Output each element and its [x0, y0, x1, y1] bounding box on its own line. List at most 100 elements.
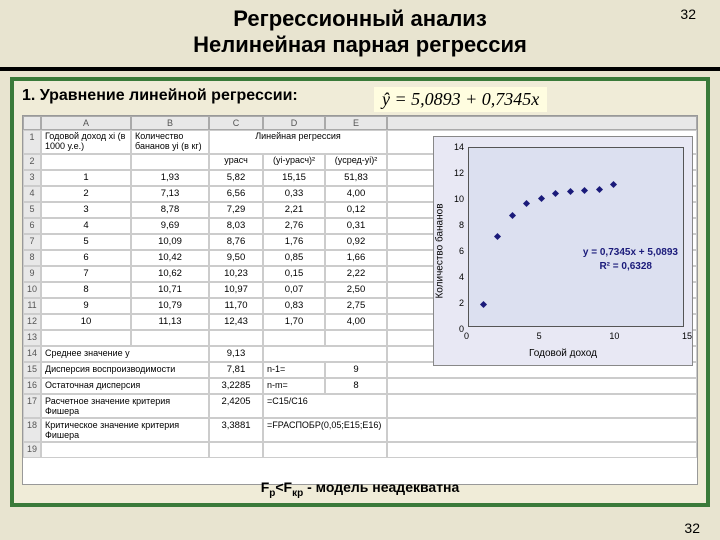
data-cell: 10 [41, 314, 131, 330]
y-tick-label: 6 [450, 246, 464, 256]
data-cell: 1,70 [263, 314, 325, 330]
data-cell: 9,50 [209, 250, 263, 266]
data-cell: 10,62 [131, 266, 209, 282]
column-letter: D [263, 116, 325, 130]
data-cell: 4 [41, 218, 131, 234]
footer-formula: Fр<Fкр - модель неадекватна [14, 479, 706, 499]
row-number: 7 [23, 234, 41, 250]
data-cell: 1 [41, 170, 131, 186]
summary-value: 9 [325, 362, 387, 378]
data-cell: 12,43 [209, 314, 263, 330]
column-letter [23, 116, 41, 130]
chart-equation: y = 0,7345x + 5,0893 [583, 247, 678, 258]
scatter-chart: 02468101214051015Годовой доходКоличество… [433, 136, 693, 366]
page-number-bottom: 32 [684, 520, 700, 536]
data-cell: 0,33 [263, 186, 325, 202]
data-cell [131, 330, 209, 346]
cell [131, 154, 209, 170]
summary-value: 3,2285 [209, 378, 263, 394]
row-number: 1 [23, 130, 41, 154]
data-cell: 1,76 [263, 234, 325, 250]
column-letter: E [325, 116, 387, 130]
summary-formula: =FРАСПОБР(0,05;E15;E16) [263, 418, 387, 442]
column-letter: B [131, 116, 209, 130]
data-cell: 15,15 [263, 170, 325, 186]
data-cell: 10,79 [131, 298, 209, 314]
column-letter [387, 116, 697, 130]
data-cell: 10,42 [131, 250, 209, 266]
row-number: 19 [23, 442, 41, 458]
summary-value: 7,81 [209, 362, 263, 378]
data-cell: 1,93 [131, 170, 209, 186]
data-cell: 5,82 [209, 170, 263, 186]
row-number: 2 [23, 154, 41, 170]
chart-y-label: Количество бананов [435, 191, 446, 311]
col-header: yрасч [209, 154, 263, 170]
header: Регрессионный анализ Нелинейная парная р… [0, 0, 720, 61]
summary-formula: n-1= [263, 362, 325, 378]
cell [387, 442, 697, 458]
summary-formula: =C15/C16 [263, 394, 387, 418]
summary-value: 9,13 [209, 346, 263, 362]
content-frame: 1. Уравнение линейной регрессии: ŷ = 5,0… [10, 77, 710, 507]
summary-value: 2,4205 [209, 394, 263, 418]
data-cell: 11,13 [131, 314, 209, 330]
x-tick-label: 5 [537, 331, 542, 341]
column-letter: A [41, 116, 131, 130]
data-cell: 6 [41, 250, 131, 266]
cell [387, 378, 697, 394]
summary-label [41, 442, 209, 458]
data-cell [325, 330, 387, 346]
row-number: 6 [23, 218, 41, 234]
data-cell: 5 [41, 234, 131, 250]
row-number: 16 [23, 378, 41, 394]
col-header: (yсред-yi)² [325, 154, 387, 170]
row-number: 3 [23, 170, 41, 186]
chart-r-squared: R² = 0,6328 [599, 261, 652, 272]
slide: 32 Регрессионный анализ Нелинейная парна… [0, 0, 720, 540]
summary-label: Дисперсия воспроизводимости [41, 362, 209, 378]
data-cell: 0,92 [325, 234, 387, 250]
column-letter: C [209, 116, 263, 130]
section-heading: 1. Уравнение линейной регрессии: [22, 87, 298, 105]
summary-formula: n-m= [263, 378, 325, 394]
row-number: 12 [23, 314, 41, 330]
summary-label: Расчетное значение критерия Фишера [41, 394, 209, 418]
row-number: 5 [23, 202, 41, 218]
row-number: 11 [23, 298, 41, 314]
data-cell: 51,83 [325, 170, 387, 186]
title-line-1: Регрессионный анализ [0, 6, 720, 32]
y-tick-label: 4 [450, 272, 464, 282]
summary-value [209, 442, 263, 458]
y-tick-label: 14 [450, 142, 464, 152]
col-header: Количество бананов yi (в кг) [131, 130, 209, 154]
y-tick-label: 2 [450, 298, 464, 308]
data-cell: 0,31 [325, 218, 387, 234]
data-cell: 9,69 [131, 218, 209, 234]
data-cell: 0,15 [263, 266, 325, 282]
data-cell: 0,12 [325, 202, 387, 218]
data-cell [41, 330, 131, 346]
data-cell [263, 330, 325, 346]
summary-label: Среднее значение y [41, 346, 209, 362]
data-cell: 10,23 [209, 266, 263, 282]
data-cell: 11,70 [209, 298, 263, 314]
data-cell: 2,76 [263, 218, 325, 234]
data-cell: 10,09 [131, 234, 209, 250]
col-group-header: Линейная регрессия [209, 130, 387, 154]
data-cell: 0,83 [263, 298, 325, 314]
row-number: 17 [23, 394, 41, 418]
summary-value: 8 [325, 378, 387, 394]
data-cell: 4,00 [325, 314, 387, 330]
page-number-top: 32 [680, 6, 696, 22]
data-cell: 4,00 [325, 186, 387, 202]
row-number: 15 [23, 362, 41, 378]
data-cell: 0,07 [263, 282, 325, 298]
cell [41, 154, 131, 170]
data-cell: 2,75 [325, 298, 387, 314]
data-cell: 3 [41, 202, 131, 218]
y-tick-label: 12 [450, 168, 464, 178]
col-header: (yi-yрасч)² [263, 154, 325, 170]
data-cell: 1,66 [325, 250, 387, 266]
data-cell: 8,78 [131, 202, 209, 218]
